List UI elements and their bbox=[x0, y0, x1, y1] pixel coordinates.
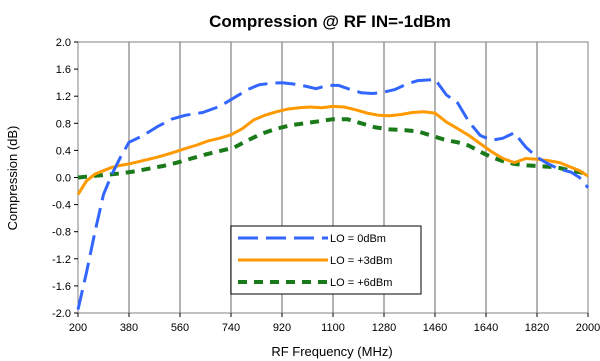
y-tick-label: 0.0 bbox=[56, 173, 71, 185]
x-tick-label: 1280 bbox=[372, 322, 396, 334]
y-tick-label: -1.2 bbox=[52, 254, 71, 266]
series-layer bbox=[76, 77, 590, 310]
x-tick-label: 380 bbox=[120, 322, 138, 334]
y-tick-label: -2.0 bbox=[52, 308, 71, 320]
x-tick-label: 560 bbox=[171, 322, 189, 334]
y-tick-label: 2.0 bbox=[56, 37, 71, 49]
y-tick-label: 1.2 bbox=[56, 91, 71, 103]
x-tick-label: 1100 bbox=[321, 322, 345, 334]
y-tick-label: 1.6 bbox=[56, 64, 71, 76]
legend-label-lo-3dbm: LO = +3dBm bbox=[330, 255, 392, 267]
y-axis-label: Compression (dB) bbox=[5, 126, 20, 231]
x-tick-label: 200 bbox=[69, 322, 87, 334]
x-tick-label: 1640 bbox=[474, 322, 498, 334]
x-tick-label: 2000 bbox=[576, 322, 600, 334]
x-tick-label: 920 bbox=[273, 322, 291, 334]
x-tick-label: 740 bbox=[222, 322, 240, 334]
y-tick-label: -0.4 bbox=[52, 200, 71, 212]
grid-layer bbox=[128, 42, 538, 313]
y-tick-label: -0.8 bbox=[52, 227, 71, 239]
y-tick-label: -1.6 bbox=[52, 281, 71, 293]
x-tick-label: 1460 bbox=[423, 322, 447, 334]
y-tick-label: 0.8 bbox=[56, 118, 71, 130]
legend: LO = 0dBm LO = +3dBm LO = +6dBm bbox=[230, 225, 422, 295]
ticks-layer: 200 380 560 740 920 1100 1280 1460 1640 1820 2000 2… bbox=[52, 37, 600, 334]
x-tick-label: 1820 bbox=[525, 322, 549, 334]
y-tick-label: 0.4 bbox=[56, 145, 71, 157]
series-lo-0dbm bbox=[76, 77, 590, 310]
chart-title: Compression @ RF IN=-1dBm bbox=[209, 12, 451, 31]
x-axis-label: RF Frequency (MHz) bbox=[271, 344, 392, 359]
legend-label-lo-0dbm: LO = 0dBm bbox=[330, 233, 386, 245]
legend-label-lo-6dbm: LO = +6dBm bbox=[330, 277, 392, 289]
series-lo-3dbm bbox=[76, 104, 589, 196]
